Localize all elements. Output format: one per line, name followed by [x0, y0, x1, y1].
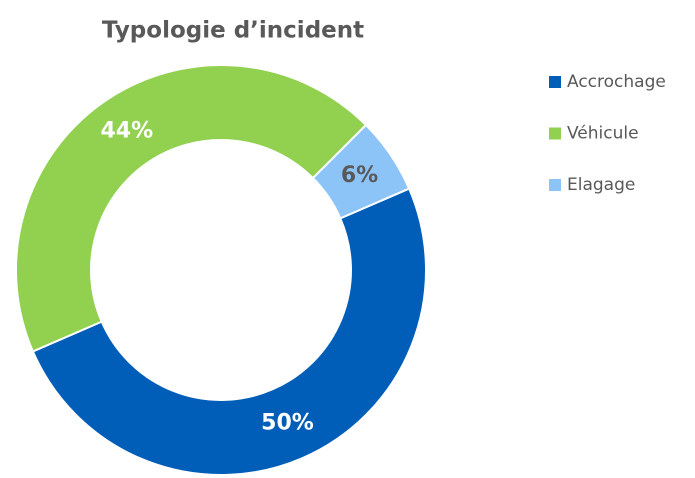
data-label: 6%	[341, 163, 378, 188]
data-label: 50%	[261, 411, 314, 436]
legend-swatch	[549, 179, 561, 191]
legend-label: Véhicule	[567, 124, 639, 144]
legend-swatch	[549, 127, 561, 140]
legend-swatch	[549, 76, 561, 88]
chart-title: Typologie d’incident	[102, 18, 364, 44]
donut-slice	[15, 64, 368, 353]
legend-label: Accrochage	[567, 72, 666, 92]
legend-label: Elagage	[567, 175, 635, 195]
data-label: 44%	[101, 118, 154, 143]
donut-slice	[31, 187, 427, 476]
donut-slice	[311, 123, 411, 220]
